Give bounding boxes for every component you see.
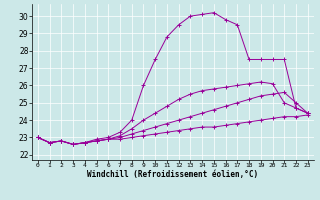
X-axis label: Windchill (Refroidissement éolien,°C): Windchill (Refroidissement éolien,°C)	[87, 170, 258, 179]
